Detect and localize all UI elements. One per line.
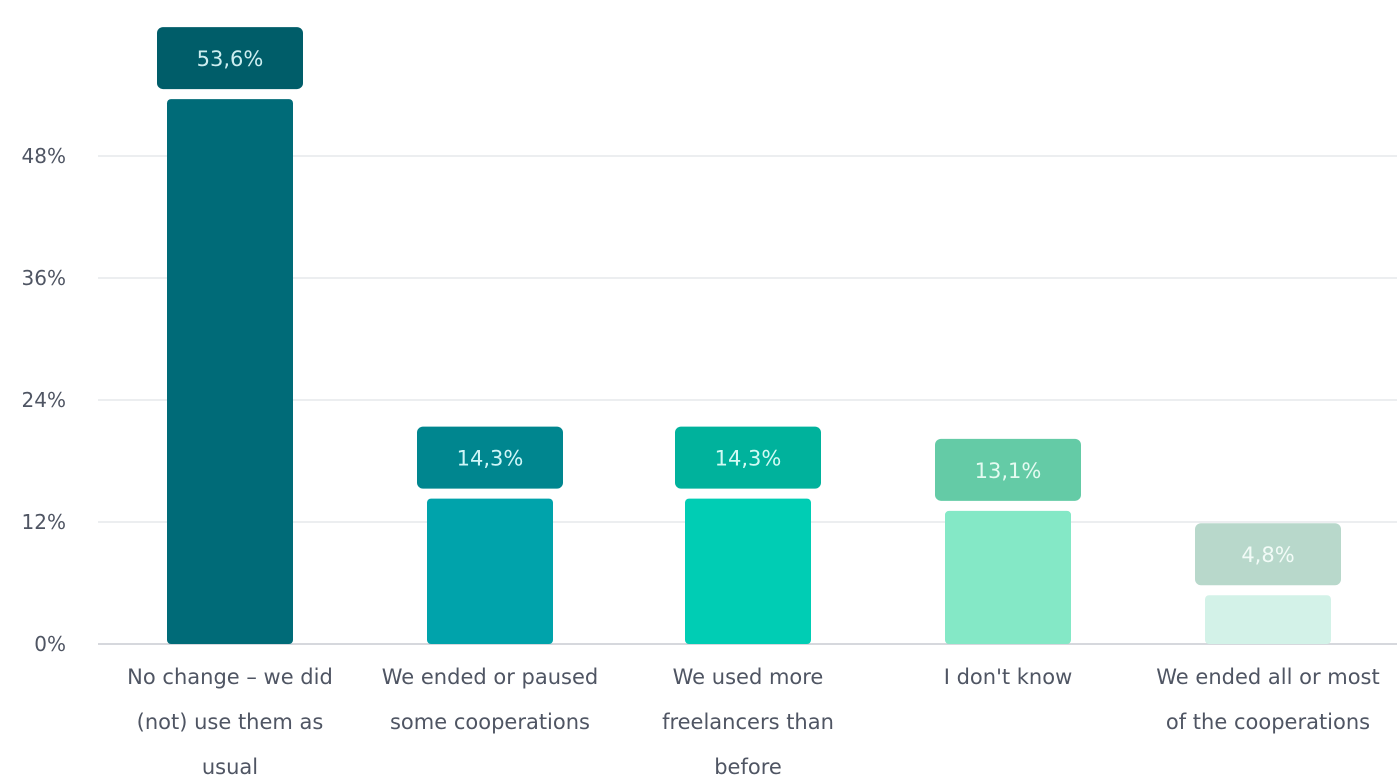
data-label: 14,3% bbox=[715, 447, 782, 471]
y-tick-label: 0% bbox=[34, 632, 66, 656]
category-label: We ended all or most bbox=[1156, 665, 1379, 689]
data-label-box bbox=[417, 426, 563, 489]
data-label: 53,6% bbox=[197, 47, 264, 71]
data-label: 14,3% bbox=[457, 447, 524, 471]
bar bbox=[685, 498, 811, 644]
bar bbox=[427, 498, 553, 644]
data-label: 13,1% bbox=[975, 459, 1042, 483]
bar bbox=[945, 510, 1071, 644]
category-label: usual bbox=[202, 755, 258, 779]
category-label: We ended or paused bbox=[382, 665, 598, 689]
category-label: (not) use them as bbox=[137, 710, 324, 734]
data-label-box bbox=[935, 438, 1081, 501]
category-label: I don't know bbox=[944, 665, 1073, 689]
y-tick-label: 48% bbox=[22, 144, 66, 168]
category-label: freelancers than bbox=[662, 710, 834, 734]
category-label: of the cooperations bbox=[1166, 710, 1370, 734]
category-label: We used more bbox=[673, 665, 824, 689]
y-tick-label: 36% bbox=[22, 266, 66, 290]
data-label-box bbox=[1195, 523, 1341, 586]
data-label-box bbox=[675, 426, 821, 489]
data-label-box bbox=[157, 27, 303, 90]
category-label: No change – we did bbox=[127, 665, 333, 689]
bar bbox=[167, 99, 293, 645]
bar bbox=[1205, 595, 1331, 644]
category-label: before bbox=[714, 755, 782, 779]
y-tick-label: 24% bbox=[22, 388, 66, 412]
data-label: 4,8% bbox=[1241, 543, 1294, 567]
y-tick-label: 12% bbox=[22, 510, 66, 534]
category-label: some cooperations bbox=[390, 710, 590, 734]
